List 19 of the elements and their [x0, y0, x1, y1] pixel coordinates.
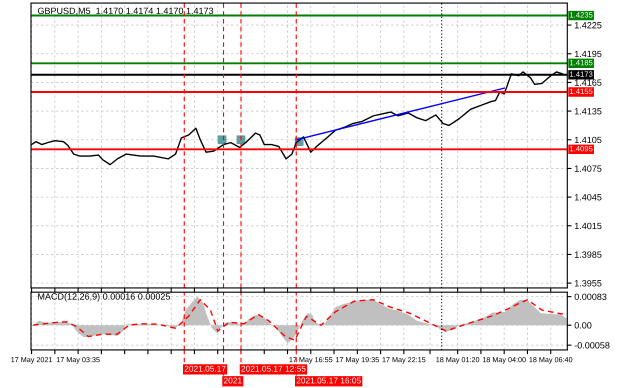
- y-tick-label: 0.00083: [574, 294, 606, 300]
- y-tick-label: 1.4165: [574, 79, 602, 86]
- y-tick-label: 1.3985: [574, 251, 602, 258]
- y-tick-label: 1.4075: [574, 165, 602, 172]
- y-tick-label: 1.4195: [574, 50, 602, 58]
- y-tick-label: 1.4105: [574, 136, 602, 144]
- ref-line-label: 2021.05.17: [184, 366, 226, 372]
- chart-title: GBPUSD,M5 1.4170 1.4174 1.4170 1.4173: [38, 8, 214, 16]
- ref-line-label: 2021.05.17 12:55: [241, 366, 306, 372]
- y-tick-label: 1.4225: [574, 22, 602, 28]
- y-tick-label: 1.4045: [574, 194, 602, 200]
- y-tick-label: 1.4015: [574, 222, 602, 230]
- ref-line-label: 2021.05.17 16:05: [296, 378, 361, 384]
- y-tick-label: 1.3955: [574, 280, 602, 286]
- y-tick-label: -0.00058: [574, 342, 610, 349]
- y-tick-label: 1.4135: [574, 108, 602, 114]
- chart-title: MACD(12,26,9) 0.00016 0.00025: [38, 293, 170, 302]
- y-tick-label: 0.00: [574, 322, 592, 329]
- ref-line-label: 2021: [224, 378, 242, 384]
